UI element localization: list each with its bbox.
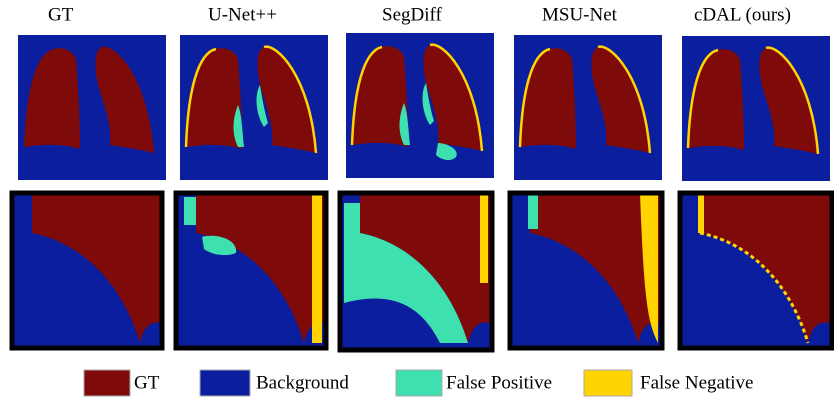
legend-swatch [84, 370, 130, 396]
legend-label: False Positive [446, 372, 552, 393]
legend-swatch [200, 370, 250, 396]
zoom-panel [680, 193, 832, 348]
column-titles: GT U-Net++ SegDiff MSU-Net cDAL (ours) [48, 4, 791, 25]
top-row [18, 33, 830, 181]
legend-label: GT [134, 372, 160, 393]
zoom-panel [12, 193, 162, 348]
zoom-panel [510, 193, 662, 348]
panel [180, 35, 328, 180]
legend-swatch [584, 370, 632, 396]
column-title: GT [48, 4, 74, 25]
bottom-row [12, 193, 832, 350]
legend-label: Background [256, 372, 349, 393]
zoom-panel [176, 193, 326, 348]
column-title: U-Net++ [208, 4, 277, 25]
legend-label: False Negative [640, 372, 753, 393]
panel [18, 35, 166, 180]
panel [682, 36, 830, 181]
panel [514, 35, 662, 180]
legend: GT Background False Positive False Negat… [84, 370, 753, 396]
panel [346, 33, 494, 178]
figure: GT U-Net++ SegDiff MSU-Net cDAL (ours) G… [0, 0, 834, 403]
column-title: cDAL (ours) [694, 4, 791, 25]
zoom-panel [340, 193, 492, 350]
column-title: SegDiff [382, 4, 442, 25]
column-title: MSU-Net [542, 4, 618, 25]
legend-swatch [396, 370, 442, 396]
